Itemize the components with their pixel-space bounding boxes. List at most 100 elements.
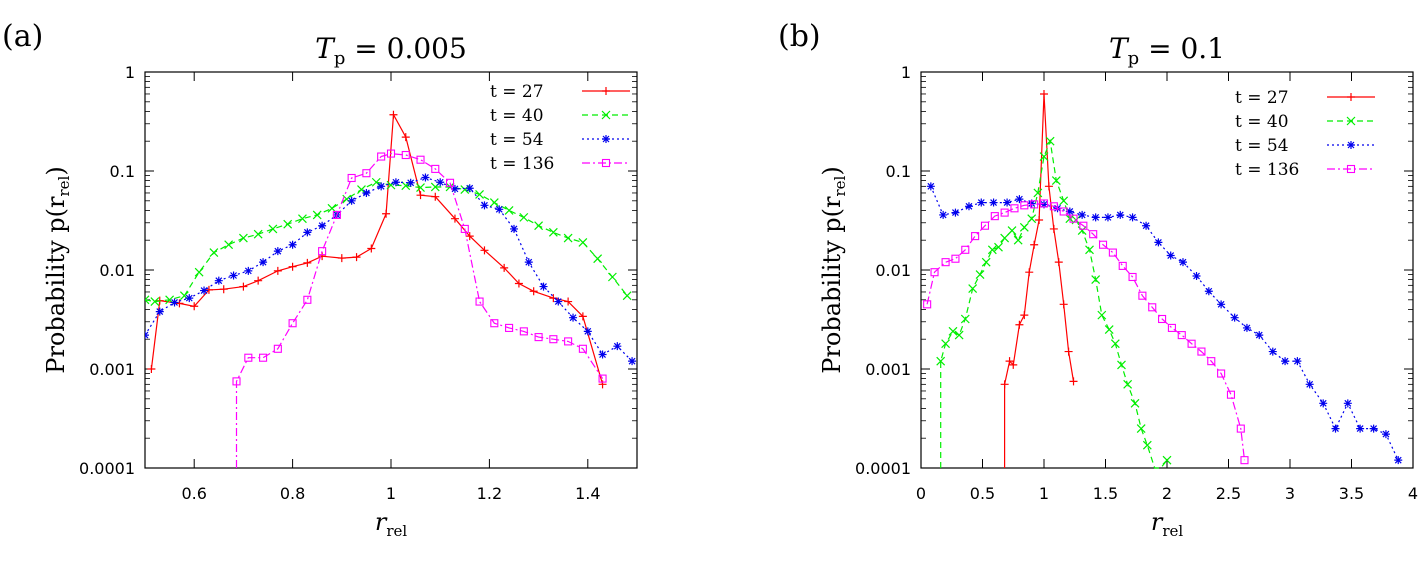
- data-point: [1242, 323, 1251, 332]
- data-point: [391, 178, 400, 187]
- data-point: [990, 212, 999, 221]
- data-point: [200, 286, 209, 295]
- data-point: [1281, 357, 1290, 366]
- data-point: [987, 245, 997, 255]
- data-point: [1305, 380, 1314, 389]
- data-point: [1019, 222, 1029, 232]
- data-point: [578, 344, 587, 353]
- legend-label: t = 54: [1235, 136, 1289, 156]
- y-tick-label: 1: [125, 63, 135, 82]
- y-tick-label: 0.0001: [79, 459, 135, 478]
- data-point: [1204, 287, 1213, 296]
- data-point: [332, 210, 341, 219]
- data-point: [406, 178, 415, 187]
- data-point: [421, 173, 430, 182]
- plot-frame: [920, 71, 1414, 469]
- data-point: [401, 133, 410, 142]
- data-point: [583, 327, 592, 336]
- data-point: [480, 246, 489, 255]
- data-point: [613, 342, 622, 351]
- data-point: [598, 350, 607, 359]
- y-axis-label-end: ): [818, 166, 846, 175]
- data-point: [1025, 268, 1034, 277]
- data-point: [1104, 325, 1114, 335]
- data-point: [1118, 261, 1127, 270]
- chart-panel-b: (b) Tp = 0.1 0.0001 0.001 0.01 0.1 1 0 0.5 1 1.5 2 2…: [778, 19, 1418, 540]
- data-point: [1044, 182, 1053, 191]
- data-point: [1162, 455, 1172, 465]
- data-point: [1000, 380, 1009, 389]
- series-line: [1003, 93, 1075, 468]
- data-point: [386, 149, 396, 158]
- data-point: [450, 214, 459, 223]
- data-point: [1138, 291, 1147, 300]
- data-point: [209, 248, 219, 257]
- data-point: [939, 210, 948, 219]
- data-point: [598, 380, 607, 389]
- x-tick-label: 1.5: [1093, 484, 1118, 503]
- data-point: [389, 110, 398, 119]
- data-point: [362, 169, 371, 178]
- data-point: [593, 254, 603, 264]
- data-point: [238, 233, 248, 243]
- series-3: [145, 173, 637, 366]
- data-point: [548, 227, 558, 237]
- data-point: [303, 258, 312, 267]
- data-point: [1178, 258, 1187, 267]
- y-tick-label: 1: [901, 63, 911, 82]
- data-point: [1035, 215, 1044, 224]
- data-point: [1103, 213, 1112, 222]
- data-point: [1128, 272, 1137, 282]
- data-point: [377, 152, 386, 161]
- x-axis-label-main: r: [375, 508, 388, 536]
- data-point: [1177, 331, 1186, 340]
- data-point: [1117, 360, 1126, 370]
- data-point: [416, 155, 425, 164]
- legend-marker: [601, 110, 611, 120]
- data-point: [1369, 424, 1378, 433]
- data-point: [170, 298, 179, 307]
- chart-panel-a: (a) Tp = 0.005 0.0001 0.001 0.01 0.1 1 0.6 0.8 1 1…: [2, 19, 638, 540]
- data-point: [460, 185, 470, 194]
- data-point: [1003, 198, 1012, 207]
- data-point: [1166, 251, 1175, 260]
- y-axis-label-subscript: rel: [55, 175, 73, 196]
- data-point: [145, 295, 150, 305]
- data-point: [1009, 360, 1018, 369]
- data-point: [519, 212, 529, 222]
- data-point: [1116, 210, 1125, 219]
- data-point: [190, 302, 199, 311]
- data-point: [1069, 377, 1078, 386]
- data-point: [926, 182, 935, 191]
- data-point: [347, 173, 356, 183]
- data-point: [283, 219, 293, 229]
- y-tick-label: 0.001: [865, 360, 911, 379]
- data-point: [382, 209, 391, 218]
- title-value: = 0.1: [1139, 32, 1225, 65]
- data-point: [416, 191, 425, 200]
- data-point: [1217, 369, 1226, 378]
- data-point: [1039, 199, 1049, 208]
- title-subscript: p: [334, 48, 346, 69]
- data-point: [465, 184, 474, 193]
- data-point: [1059, 196, 1069, 206]
- data-point: [1020, 311, 1029, 320]
- data-point: [1331, 424, 1340, 433]
- data-point: [961, 245, 970, 254]
- plot-frame: [144, 71, 638, 469]
- legend-label: t = 40: [490, 106, 544, 126]
- data-point: [1007, 226, 1017, 236]
- data-point: [971, 232, 980, 241]
- data-point: [273, 266, 282, 275]
- data-point: [489, 198, 499, 207]
- data-point: [1226, 390, 1236, 399]
- x-tick-label: 1.2: [477, 484, 502, 503]
- data-point: [1108, 248, 1117, 257]
- data-point: [244, 353, 253, 362]
- data-point: [1207, 357, 1216, 366]
- title-main: T: [1109, 32, 1130, 65]
- data-point: [185, 294, 194, 303]
- data-point: [1128, 213, 1137, 222]
- chart-title: Tp = 0.1: [1109, 32, 1225, 69]
- legend-marker: [1347, 141, 1355, 149]
